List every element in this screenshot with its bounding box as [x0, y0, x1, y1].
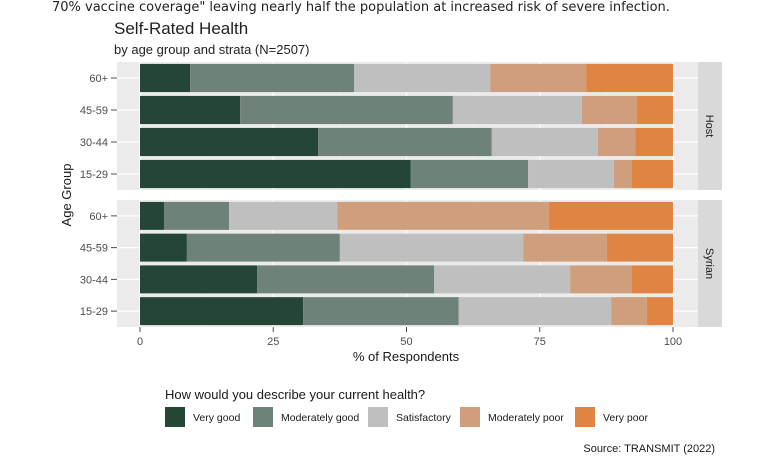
legend-label: Satisfactory [396, 412, 452, 424]
bar-segment-very-poor [636, 95, 673, 125]
x-tick-label: 75 [534, 336, 546, 348]
bar-segment-moderately-poor [490, 63, 587, 93]
bar-segment-moderately-good [186, 233, 340, 262]
y-tick-label: 45-59 [80, 105, 108, 117]
bar-segment-very-good [140, 233, 187, 262]
bar-segment-very-good [140, 127, 319, 157]
legend-label: Moderately poor [488, 412, 564, 424]
bar-segment-moderately-good [163, 201, 230, 230]
bar-segment-very-good [140, 159, 411, 189]
bar-segment-very-poor [631, 159, 673, 189]
source-note: Source: TRANSMIT (2022) [583, 443, 715, 455]
bar-segment-satisfactory [528, 159, 614, 189]
bar-segment-satisfactory [452, 95, 582, 125]
bar-segment-very-good [140, 201, 164, 230]
bar-segment-moderately-poor [597, 127, 636, 157]
bar-segment-very-good [140, 297, 304, 326]
bar-segment-moderately-poor [581, 95, 637, 125]
y-axis-label: Age Group [59, 164, 74, 227]
legend-key [253, 407, 273, 427]
bar-segment-satisfactory [491, 127, 598, 157]
legend-label: Very poor [603, 412, 648, 424]
bar-segment-moderately-poor [523, 233, 607, 262]
facet-label: Syrian [703, 248, 715, 279]
caption-text: 70% vaccine coverage" leaving nearly hal… [52, 0, 670, 15]
bar-segment-very-good [140, 95, 241, 125]
y-tick-label: 60+ [89, 211, 108, 223]
bar-segment-moderately-good [257, 265, 435, 294]
facet-strip [698, 200, 722, 327]
y-tick-label: 45-59 [80, 243, 108, 255]
bar-segment-very-poor [548, 201, 673, 230]
bar-segment-moderately-good [303, 297, 459, 326]
bar-segment-satisfactory [458, 297, 612, 326]
bar-segment-very-poor [646, 297, 673, 326]
bar-segment-moderately-good [190, 63, 355, 93]
bar-segment-very-poor [635, 127, 673, 157]
x-tick-label: 100 [664, 336, 682, 348]
bar-segment-very-good [140, 63, 191, 93]
legend-label: Very good [193, 412, 240, 424]
bar-segment-moderately-poor [613, 159, 632, 189]
x-axis-label: % of Respondents [353, 349, 460, 364]
bar-segment-moderately-poor [570, 265, 632, 294]
chart-subtitle: by age group and strata (N=2507) [114, 42, 310, 57]
bar-segment-moderately-good [410, 159, 529, 189]
bar-segment-very-good [140, 265, 258, 294]
legend-label: Moderately good [281, 412, 359, 424]
bar-segment-very-poor [631, 265, 673, 294]
facet-strip [698, 62, 722, 190]
x-tick-label: 25 [267, 336, 279, 348]
bar-segment-moderately-poor [337, 201, 549, 230]
bar-segment-moderately-good [318, 127, 492, 157]
x-tick-label: 50 [400, 336, 412, 348]
legend-key [575, 407, 595, 427]
legend-key [368, 407, 388, 427]
y-tick-label: 60+ [89, 73, 108, 85]
facet-label: Host [703, 115, 715, 138]
bar-segment-very-poor [606, 233, 673, 262]
legend-key [165, 407, 185, 427]
y-tick-label: 15-29 [80, 169, 108, 181]
bar-segment-moderately-poor [611, 297, 647, 326]
y-tick-label: 15-29 [80, 306, 108, 318]
x-tick-label: 0 [137, 336, 143, 348]
bar-segment-satisfactory [434, 265, 571, 294]
bar-segment-moderately-good [240, 95, 453, 125]
legend-title: How would you describe your current heal… [165, 387, 425, 402]
bar-segment-satisfactory [229, 201, 338, 230]
bar-segment-satisfactory [354, 63, 491, 93]
legend-key [460, 407, 480, 427]
chart-title: Self-Rated Health [114, 19, 248, 38]
bar-segment-satisfactory [339, 233, 524, 262]
bar-segment-very-poor [586, 63, 673, 93]
y-tick-label: 30-44 [80, 137, 108, 149]
y-tick-label: 30-44 [80, 274, 108, 286]
